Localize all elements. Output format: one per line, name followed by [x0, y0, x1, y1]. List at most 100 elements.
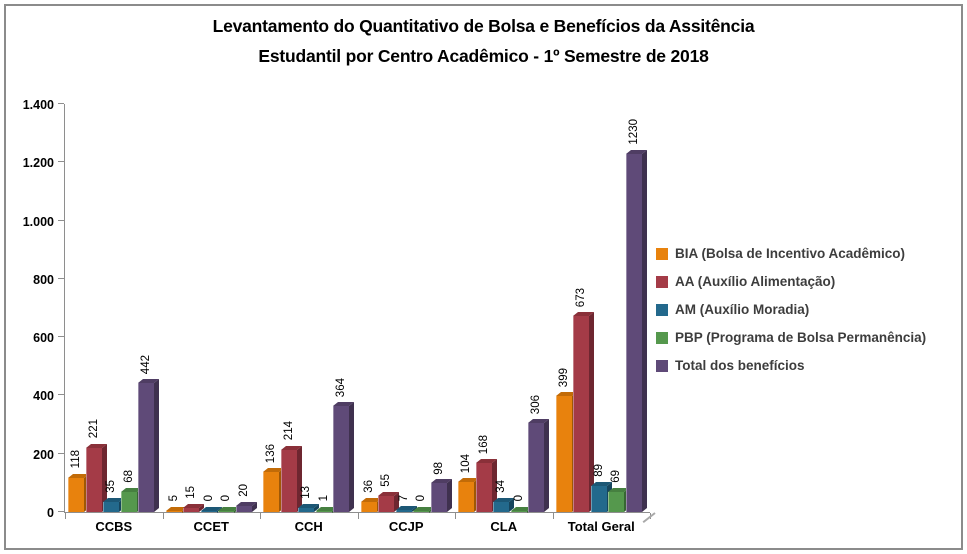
y-tick-mark [58, 161, 64, 163]
value-label: 214 [282, 421, 295, 441]
bar-side-face [296, 445, 302, 512]
value-label: 0 [202, 495, 215, 502]
bar [378, 491, 400, 512]
legend-label: Total dos benefícios [675, 358, 805, 373]
y-tick-label: 1.400 [22, 98, 54, 112]
y-tick-label: 1.200 [22, 156, 54, 171]
value-label: 1230 [627, 118, 640, 145]
value-label: 55 [380, 474, 393, 487]
bar [510, 506, 532, 512]
bar-side-face [446, 479, 452, 512]
bar [235, 502, 257, 512]
x-tick-mark [552, 513, 554, 519]
value-label: 136 [265, 444, 278, 464]
legend-item: PBP (Programa de Bolsa Permanência) [656, 330, 926, 345]
legend-item: BIA (Bolsa de Incentivo Acadêmico) [656, 246, 926, 261]
value-label: 69 [610, 470, 623, 483]
value-label: 399 [557, 367, 570, 387]
category-label: CLA [490, 519, 518, 534]
legend-label: BIA (Bolsa de Incentivo Acadêmico) [675, 246, 906, 261]
legend-label: PBP (Programa de Bolsa Permanência) [675, 330, 927, 345]
value-label: 35 [105, 480, 118, 493]
value-label: 0 [415, 495, 428, 502]
value-label: 221 [87, 419, 100, 439]
value-label: 0 [220, 495, 233, 502]
bar-side-face [641, 149, 647, 512]
category-label: Total Geral [567, 519, 635, 534]
legend-swatch [656, 247, 668, 260]
value-label: 168 [477, 434, 490, 455]
bar [475, 459, 497, 512]
value-label: 98 [432, 461, 445, 475]
y-tick-label: 800 [33, 272, 54, 287]
bar [120, 488, 142, 512]
category-group: 5 15 0 0 20 [163, 104, 261, 512]
bar [395, 505, 417, 512]
y-axis-labels: 0 200 400 600 800 1.000 1.200 1.400 [2, 98, 58, 520]
bar [183, 503, 205, 512]
value-label: 7 [397, 494, 410, 501]
y-tick-mark [58, 219, 64, 221]
y-tick-label: 600 [33, 331, 54, 346]
legend-label: AA (Auxílio Alimentação) [675, 274, 836, 289]
bar [280, 445, 302, 512]
x-tick-mark [260, 513, 261, 519]
plot-area: 118 221 35 68 442 CCBS 5 15 0 0 20 CCET 136 214 13 1 364… [58, 103, 656, 534]
category-label: CCH [294, 519, 323, 534]
y-tick-mark [58, 103, 64, 104]
chart-title-line1: Levantamento do Quantitativo de Bolsa e … [212, 16, 755, 36]
x-tick-mark [455, 513, 456, 519]
y-tick-mark [58, 394, 64, 396]
bar [315, 506, 337, 512]
value-label: 89 [592, 464, 605, 478]
category-label: CCET [193, 519, 229, 534]
bar [200, 506, 222, 512]
bar-side-face [589, 311, 595, 512]
value-label: 118 [70, 450, 83, 469]
bar-side-face [349, 401, 355, 512]
legend-label: AM (Auxílio Moradia) [675, 302, 810, 317]
value-label: 68 [122, 470, 135, 484]
chart-title-line2: Estudantil por Centro Acadêmico - 1º Sem… [258, 46, 709, 66]
x-tick-mark [65, 513, 66, 519]
legend-item: AA (Auxílio Alimentação) [656, 274, 926, 289]
value-label: 1 [317, 495, 330, 502]
legend-swatch [656, 331, 668, 344]
value-label: 364 [335, 377, 348, 397]
category-group: 36 55 7 0 98 [358, 104, 456, 512]
category-group: 104 168 34 0 306 [455, 104, 553, 512]
value-label: 15 [185, 485, 198, 499]
y-tick-label: 200 [33, 447, 54, 462]
bar [68, 473, 90, 512]
value-label: 36 [362, 479, 375, 493]
value-label: 20 [237, 484, 250, 498]
value-label: 442 [140, 355, 153, 375]
y-tick-mark [58, 452, 64, 454]
bar [165, 506, 187, 512]
legend-swatch [656, 275, 668, 288]
value-label: 5 [167, 495, 180, 502]
category-group: 136 214 13 1 364 [260, 104, 358, 512]
bar [608, 487, 630, 512]
legend-swatch [656, 359, 668, 372]
bar [555, 391, 577, 512]
bar [218, 506, 240, 512]
y-tick-mark [58, 277, 64, 279]
category-label: CCJP [388, 519, 424, 534]
bar [333, 401, 355, 512]
value-label: 0 [512, 495, 525, 502]
y-tick-label: 0 [47, 506, 54, 520]
category-group: 399 673 89 69 1230 [553, 104, 651, 512]
y-tick-mark [58, 511, 64, 512]
bar [85, 443, 107, 512]
bar [625, 149, 647, 512]
legend-swatch [656, 303, 668, 316]
bar [590, 482, 612, 512]
value-label: 13 [300, 486, 313, 500]
bar [263, 468, 285, 512]
bar [573, 311, 595, 512]
bar [493, 498, 515, 512]
x-tick-mark [357, 513, 359, 519]
y-tick-mark [58, 336, 64, 338]
